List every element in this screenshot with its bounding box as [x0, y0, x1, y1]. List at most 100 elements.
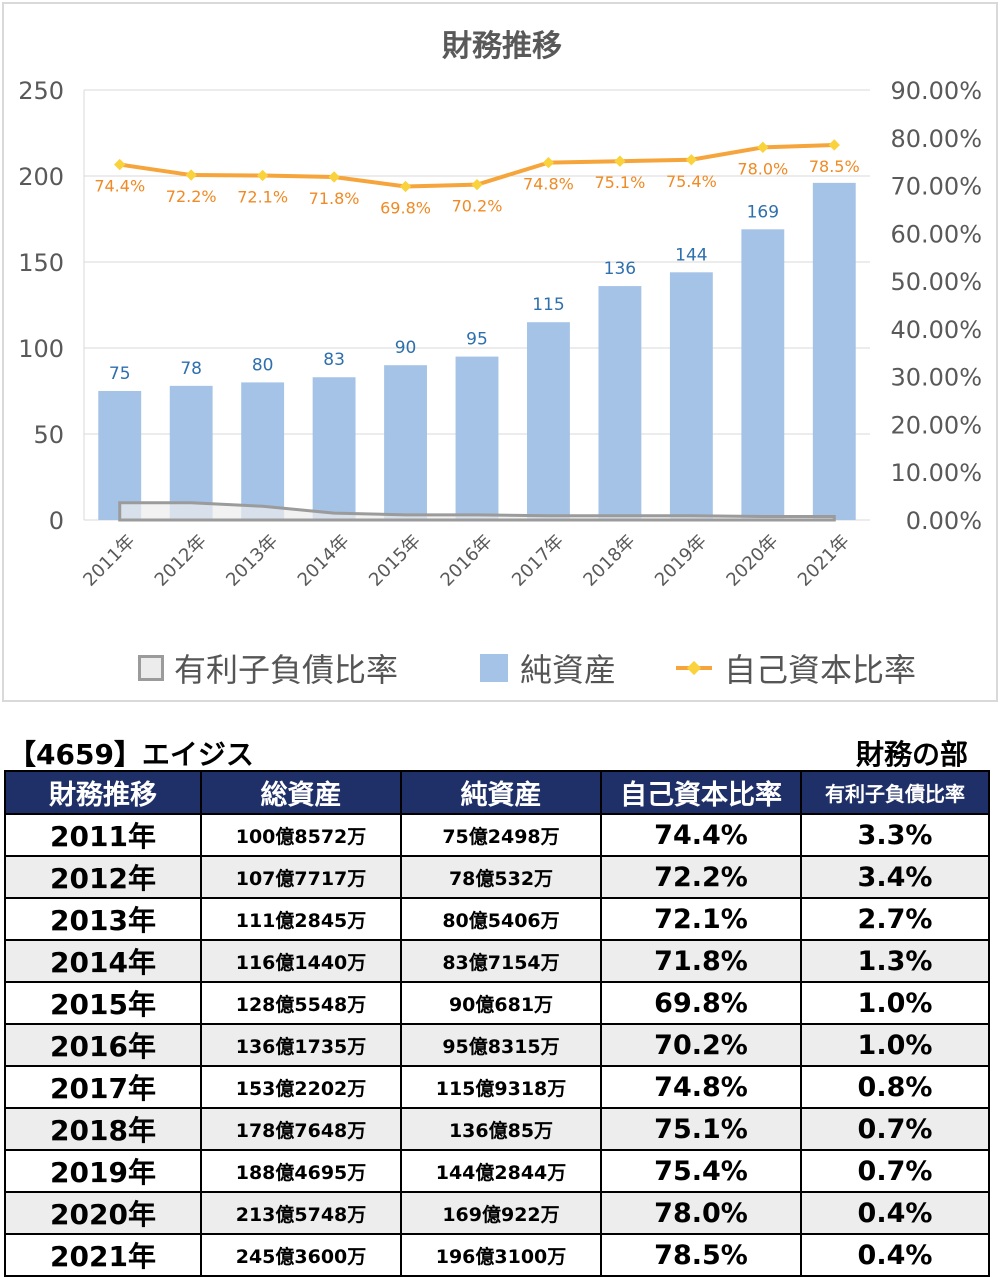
right-axis-tick-label: 70.00%	[890, 173, 982, 201]
financial-table: 財務推移 総資産 純資産 自己資本比率 有利子負債比率 2011年 100億857…	[4, 770, 990, 1277]
right-axis-tick-label: 30.00%	[890, 364, 982, 392]
equity-ratio-point	[471, 178, 483, 191]
equity-ratio-point	[256, 169, 269, 182]
chart-panel: 財務推移 0 50 100 150 200 250 0.00% 10.00% 20.00% 30.0…	[2, 2, 998, 702]
cell-year: 2015年	[4, 981, 202, 1025]
x-axis-tick-label: 2012年	[151, 531, 211, 591]
x-axis-tick-label: 2013年	[222, 531, 282, 591]
x-axis-tick-label: 2011年	[79, 531, 139, 591]
cell-equity-ratio: 70.2%	[600, 1023, 802, 1067]
cell-equity-ratio: 72.1%	[600, 897, 802, 941]
section-heading: 財務の部	[855, 738, 968, 771]
cell-net-assets: 83億7154万	[400, 939, 602, 983]
bar	[598, 286, 642, 520]
bar	[741, 229, 785, 520]
line-data-label: 78.5%	[809, 157, 860, 176]
line-data-label: 74.4%	[94, 177, 145, 196]
cell-total-assets: 111億2845万	[200, 897, 402, 941]
table-row: 2020年 213億5748万 169億922万 78.0% 0.4%	[4, 1191, 990, 1235]
header-debt-ratio: 有利子負債比率	[800, 770, 990, 815]
equity-ratio-point	[542, 156, 555, 169]
debt-ratio-area	[118, 501, 836, 522]
table-row: 2016年 136億1735万 95億8315万 70.2% 1.0%	[4, 1023, 990, 1067]
cell-year: 2018年	[4, 1107, 202, 1151]
bar-data-label: 136	[604, 259, 636, 279]
cell-year: 2011年	[4, 813, 202, 857]
cell-net-assets: 196億3100万	[400, 1233, 602, 1277]
chart-canvas: 財務推移 0 50 100 150 200 250 0.00% 10.00% 20.00% 30.0…	[18, 29, 982, 591]
table-row: 2011年 100億8572万 75億2498万 74.4% 3.3%	[4, 813, 990, 857]
cell-debt-ratio: 2.7%	[800, 897, 990, 941]
table-header-row: 財務推移 総資産 純資産 自己資本比率 有利子負債比率	[4, 770, 990, 815]
cell-total-assets: 153億2202万	[200, 1065, 402, 1109]
cell-equity-ratio: 74.8%	[600, 1065, 802, 1109]
cell-net-assets: 80億5406万	[400, 897, 602, 941]
left-axis-tick-label: 200	[18, 163, 64, 191]
cell-debt-ratio: 1.3%	[800, 939, 990, 983]
cell-net-assets: 169億922万	[400, 1191, 602, 1235]
cell-year: 2019年	[4, 1149, 202, 1193]
cell-year: 2021年	[4, 1233, 202, 1277]
right-axis-tick-label: 10.00%	[890, 459, 982, 487]
table-row: 2018年 178億7648万 136億85万 75.1% 0.7%	[4, 1107, 990, 1151]
legend-label-debt-ratio: 有利子負債比率	[174, 651, 399, 689]
left-axis-tick-label: 250	[18, 77, 64, 105]
line-data-label: 74.8%	[523, 175, 574, 194]
cell-net-assets: 75億2498万	[400, 813, 602, 857]
right-axis-tick-label: 50.00%	[890, 268, 982, 296]
chart-title: 財務推移	[442, 29, 562, 64]
bar-data-label: 80	[252, 355, 274, 375]
legend-swatch-bar	[480, 654, 508, 682]
table-row: 2019年 188億4695万 144億2844万 75.4% 0.7%	[4, 1149, 990, 1193]
cell-debt-ratio: 3.3%	[800, 813, 990, 857]
equity-ratio-point	[185, 169, 197, 181]
right-axis-tick-label: 90.00%	[890, 77, 982, 105]
cell-debt-ratio: 1.0%	[800, 1023, 990, 1067]
x-axis-tick-label: 2014年	[294, 531, 354, 591]
cell-year: 2014年	[4, 939, 202, 983]
left-axis-tick-label: 0	[49, 507, 64, 535]
legend-swatch-line	[676, 666, 712, 670]
bar	[669, 272, 713, 520]
right-axis-tick-label: 20.00%	[890, 411, 982, 439]
table-row: 2012年 107億7717万 78億532万 72.2% 3.4%	[4, 855, 990, 899]
cell-equity-ratio: 78.5%	[600, 1233, 802, 1277]
bar	[527, 322, 570, 520]
bar-data-label: 169	[747, 202, 779, 222]
cell-net-assets: 144億2844万	[400, 1149, 602, 1193]
cell-total-assets: 100億8572万	[200, 813, 402, 857]
cell-total-assets: 213億5748万	[200, 1191, 402, 1235]
equity-ratio-point	[114, 158, 126, 171]
line-data-label: 72.2%	[166, 187, 217, 206]
x-axis-tick-label: 2020年	[722, 531, 782, 591]
cell-total-assets: 188億4695万	[200, 1149, 402, 1193]
cell-equity-ratio: 75.1%	[600, 1107, 802, 1151]
equity-ratio-point	[614, 155, 626, 167]
x-axis-tick-label: 2015年	[365, 531, 425, 591]
x-axis-tick-label: 2018年	[579, 531, 639, 591]
right-axis-tick-label: 40.00%	[890, 316, 982, 344]
cell-equity-ratio: 71.8%	[600, 939, 802, 983]
cell-equity-ratio: 74.4%	[600, 813, 802, 857]
cell-equity-ratio: 72.2%	[600, 855, 802, 899]
bar	[98, 391, 142, 520]
equity-ratio-point	[685, 154, 698, 166]
cell-total-assets: 245億3600万	[200, 1233, 402, 1277]
bar-data-label: 95	[466, 330, 488, 350]
cell-total-assets: 116億1440万	[200, 939, 402, 983]
bar	[384, 365, 427, 520]
header-net-assets: 純資産	[400, 770, 602, 815]
line-data-label: 75.1%	[594, 173, 645, 192]
bar	[455, 356, 499, 520]
table-row: 2014年 116億1440万 83億7154万 71.8% 1.3%	[4, 939, 990, 983]
cell-total-assets: 107億7717万	[200, 855, 402, 899]
company-heading: 【4659】エイジス	[8, 738, 254, 771]
x-axis-tick-label: 2016年	[437, 531, 497, 591]
cell-equity-ratio: 78.0%	[600, 1191, 802, 1235]
cell-year: 2020年	[4, 1191, 202, 1235]
bar	[312, 377, 356, 520]
cell-net-assets: 90億681万	[400, 981, 602, 1025]
x-axis-tick-label: 2019年	[651, 531, 711, 591]
equity-ratio-point	[399, 180, 412, 193]
legend-label-net-assets: 純資産	[520, 651, 617, 689]
